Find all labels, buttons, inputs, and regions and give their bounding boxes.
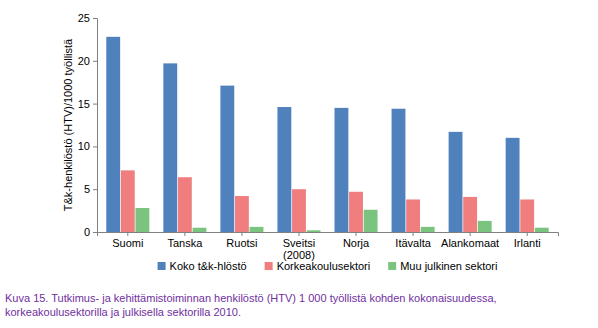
x-tick-label: Ruotsi xyxy=(226,237,257,249)
x-tick: Itävalta xyxy=(395,232,431,249)
x-tick: Alankomaat xyxy=(441,232,499,249)
bar xyxy=(535,228,549,232)
x-tick: Sveitsi(2008) xyxy=(283,232,315,261)
y-tick-label: 10 xyxy=(78,140,90,152)
x-tick-label: Irlanti xyxy=(514,237,541,249)
legend-item: Muu julkinen sektori xyxy=(388,260,497,272)
y-tick-mark xyxy=(93,189,97,190)
x-tick-mark xyxy=(470,232,471,236)
bar xyxy=(463,197,477,232)
legend-swatch xyxy=(388,262,396,270)
bar xyxy=(392,109,406,232)
bar xyxy=(292,189,306,232)
bar xyxy=(193,228,207,232)
legend-item: Korkeakoulusektori xyxy=(265,260,371,272)
y-tick-mark xyxy=(93,18,97,19)
y-tick: 15 xyxy=(78,98,97,110)
y-axis: 0 5 10 15 20 25 xyxy=(78,12,98,238)
bar xyxy=(235,196,249,232)
x-tick-mark xyxy=(127,232,128,236)
legend-swatch xyxy=(265,262,273,270)
plot: 0 5 10 15 20 25 Suomi Tanska Ruotsi Sveitsi(2008)… xyxy=(78,12,559,261)
x-tick-mark xyxy=(298,232,299,236)
bar xyxy=(106,37,120,232)
x-tick-label: Alankomaat xyxy=(441,237,499,249)
bar xyxy=(335,108,349,232)
y-tick: 5 xyxy=(84,183,97,195)
y-tick: 20 xyxy=(78,55,97,67)
bar-series xyxy=(121,170,534,232)
x-tick-label: Norja xyxy=(343,237,370,249)
x-tick: Norja xyxy=(343,232,370,249)
bar xyxy=(178,177,192,232)
bar xyxy=(506,138,520,232)
y-tick-mark xyxy=(93,104,97,105)
x-tick-label: Sveitsi(2008) xyxy=(283,237,315,262)
bar xyxy=(406,199,420,232)
bar xyxy=(220,86,234,232)
bar xyxy=(307,230,321,232)
bar xyxy=(121,170,135,232)
bar xyxy=(277,107,291,232)
x-tick-mark xyxy=(241,232,242,236)
legend-label: Korkeakoulusektori xyxy=(277,260,371,272)
y-tick: 0 xyxy=(84,226,97,238)
legend-swatch xyxy=(158,262,166,270)
y-tick-mark xyxy=(93,146,97,147)
y-tick-label: 25 xyxy=(78,12,90,24)
bars xyxy=(106,37,548,232)
y-tick-label: 15 xyxy=(78,98,90,110)
x-tick: Irlanti xyxy=(514,232,541,249)
bar xyxy=(520,199,534,232)
y-tick-label: 20 xyxy=(78,55,90,67)
y-tick: 25 xyxy=(78,12,97,24)
x-tick-label: Tanska xyxy=(167,237,203,249)
bar-series xyxy=(106,37,519,232)
bar xyxy=(478,221,492,232)
y-axis-title: T&k-henkilöstö (HTV)/1000 työllistä xyxy=(62,38,74,211)
legend-label: Muu julkinen sektori xyxy=(400,260,497,272)
x-tick-label: Itävalta xyxy=(395,237,431,249)
legend: Koko t&k-hlöstö Korkeakoulusektori Muu jul… xyxy=(158,260,498,272)
caption-line: Kuva 15. Tutkimus- ja kehittämistoiminna… xyxy=(5,292,497,304)
y-tick-label: 5 xyxy=(84,183,90,195)
x-tick-label: Suomi xyxy=(112,237,143,249)
x-axis-line xyxy=(98,233,559,237)
bar xyxy=(250,227,264,232)
y-tick-mark xyxy=(93,232,97,233)
bar-series xyxy=(135,208,548,232)
legend-label: Koko t&k-hlöstö xyxy=(170,260,247,272)
caption: Kuva 15. Tutkimus- ja kehittämistoiminna… xyxy=(5,292,497,318)
y-axis-line xyxy=(93,19,98,233)
bar xyxy=(421,227,435,232)
bar xyxy=(364,210,378,232)
x-tick-mark xyxy=(413,232,414,236)
y-tick-label: 0 xyxy=(84,226,90,238)
x-tick-mark xyxy=(527,232,528,236)
legend-item: Koko t&k-hlöstö xyxy=(158,260,247,272)
bar xyxy=(349,192,363,232)
bar xyxy=(163,63,177,232)
bar xyxy=(135,208,149,232)
y-tick: 10 xyxy=(78,140,97,152)
x-tick: Ruotsi xyxy=(226,232,257,249)
y-tick-mark xyxy=(93,61,97,62)
x-tick: Suomi xyxy=(112,232,143,249)
caption-line: korkeakoulusektorilla ja julkisella sekt… xyxy=(5,306,241,318)
x-axis: Suomi Tanska Ruotsi Sveitsi(2008) Norja Itäva… xyxy=(98,232,559,261)
x-tick-mark xyxy=(184,232,185,236)
x-tick: Tanska xyxy=(167,232,203,249)
bar xyxy=(449,132,463,232)
x-tick-mark xyxy=(356,232,357,236)
